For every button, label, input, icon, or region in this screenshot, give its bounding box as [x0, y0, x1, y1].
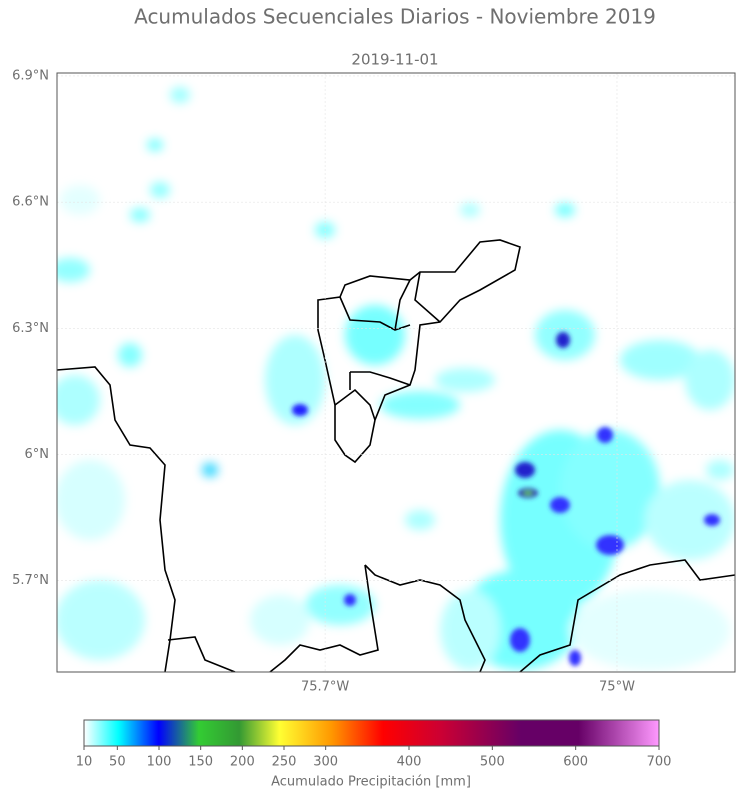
y-tick-label: 6°N — [25, 447, 50, 462]
colorbar-tick-label: 50 — [109, 755, 126, 770]
map-frame — [56, 72, 736, 673]
colorbar-tick-label: 300 — [313, 755, 338, 770]
colorbar-tick-label: 500 — [480, 755, 505, 770]
colorbar-tick-label: 250 — [272, 755, 297, 770]
colorbar-label: Acumulado Precipitación [mm] — [271, 775, 471, 790]
y-tick-label: 5.7°N — [12, 573, 49, 588]
map-background — [57, 73, 735, 672]
y-tick-label: 6.6°N — [12, 195, 49, 210]
x-tick-label: 75°W — [599, 680, 635, 695]
colorbar-tick-label: 10 — [76, 755, 93, 770]
colorbar-tick-label: 150 — [188, 755, 213, 770]
colorbar-tick-label: 700 — [647, 755, 672, 770]
precipitation-field — [57, 87, 735, 670]
precipitation-cores — [292, 332, 720, 666]
title: Acumulados Secuenciales Diarios - Noviem… — [134, 5, 656, 29]
y-tick-label: 6.9°N — [12, 68, 49, 83]
colorbar-tick-label: 400 — [397, 755, 422, 770]
grid — [57, 73, 735, 672]
map-area — [57, 73, 735, 672]
colorbar-tick-label: 200 — [230, 755, 255, 770]
colorbar — [83, 719, 660, 747]
boundaries — [57, 239, 735, 672]
y-tick-label: 6.3°N — [12, 321, 49, 336]
x-tick-label: 75.7°W — [301, 680, 349, 695]
colorbar-tick-label: 100 — [147, 755, 172, 770]
colorbar-tick-label: 600 — [563, 755, 588, 770]
subtitle: 2019-11-01 — [351, 51, 438, 69]
